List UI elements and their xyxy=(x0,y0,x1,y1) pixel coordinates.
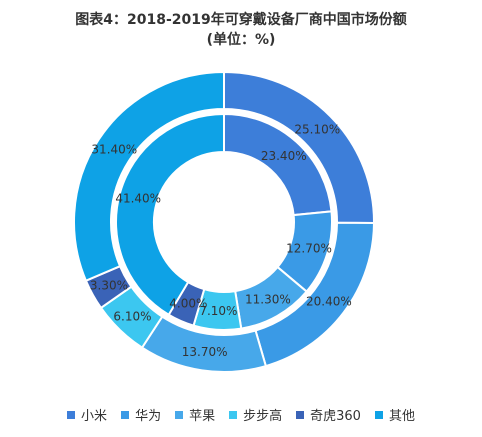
data-label-inner-2: 11.30% xyxy=(245,292,291,306)
legend-label: 其他 xyxy=(388,409,415,424)
legend-label: 华为 xyxy=(135,409,162,424)
data-label-outer-1: 20.40% xyxy=(306,294,352,308)
slice-outer-5 xyxy=(73,70,225,283)
data-label-inner-5: 41.40% xyxy=(115,191,161,205)
slice-inner-5 xyxy=(115,112,225,317)
data-label-outer-4: 3.30% xyxy=(90,279,128,293)
legend-item-0: 小米 xyxy=(67,405,107,424)
donut-chart: 23.40% 12.70% 11.30% 7.10%4.00% 41.40% 25.10%… xyxy=(73,70,376,373)
data-label-outer-5: 31.40% xyxy=(91,142,137,156)
data-label-inner-4: 4.00% xyxy=(169,297,207,311)
legend-label: 奇虎360 xyxy=(310,409,361,424)
legend-label: 苹果 xyxy=(189,409,216,424)
legend-swatch xyxy=(374,410,383,419)
data-label-inner-1: 12.70% xyxy=(286,241,332,255)
legend-swatch xyxy=(229,410,238,419)
legend-item-5: 其他 xyxy=(374,405,415,424)
legend-item-2: 苹果 xyxy=(175,405,215,424)
legend-swatch xyxy=(121,410,130,419)
legend-item-4: 奇虎360 xyxy=(296,405,361,424)
legend-label: 步步高 xyxy=(243,409,283,424)
legend-swatch xyxy=(296,410,305,419)
legend-label: 小米 xyxy=(81,409,108,424)
data-label-inner-0: 23.40% xyxy=(261,149,307,163)
chart-subtitle: (单位：%) xyxy=(206,32,276,48)
data-label-outer-3: 6.10% xyxy=(113,309,151,323)
data-label-outer-2: 13.70% xyxy=(182,345,228,359)
legend-item-1: 华为 xyxy=(121,405,161,424)
legend-swatch xyxy=(175,410,184,419)
legend-swatch xyxy=(67,410,76,419)
data-label-inner-3: 7.10% xyxy=(199,304,237,318)
chart-legend: 小米 华为 苹果 步步高 奇虎360 其他 xyxy=(0,405,482,424)
data-label-outer-0: 25.10% xyxy=(294,122,340,136)
legend-item-3: 步步高 xyxy=(229,405,282,424)
chart-title-text: 图表4：2018-2019年可穿戴设备厂商中国市场份额 xyxy=(75,12,407,28)
chart-title: 图表4：2018-2019年可穿戴设备厂商中国市场份额 (单位：%) xyxy=(0,10,482,50)
